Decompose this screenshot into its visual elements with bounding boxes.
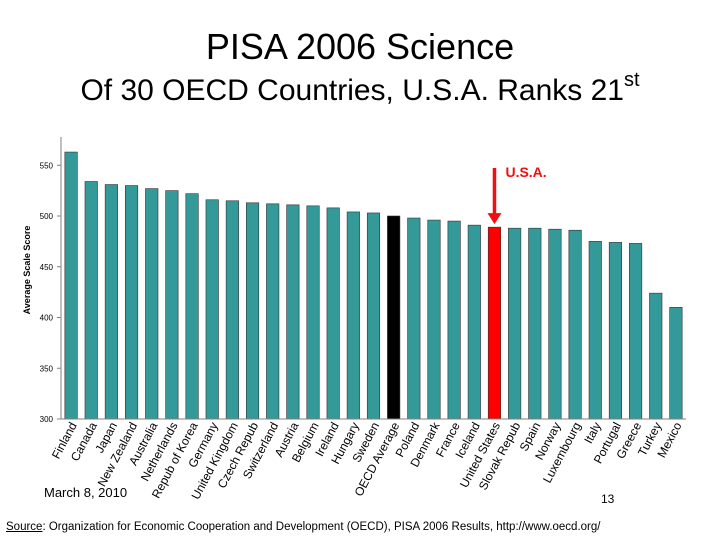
bar-hungary [346, 211, 360, 420]
source-label: Source [6, 521, 43, 533]
bar-united-kingdom [225, 200, 239, 420]
bar-netherlands [165, 190, 179, 420]
y-axis-ticks: 300 350 400 450 500 550 [40, 161, 61, 424]
slide-subtitle: Of 30 OECD Countries, U.S.A. Ranks 21st [0, 70, 720, 108]
source-text: : Organization for Economic Cooperation … [42, 521, 601, 533]
page-number: 13 [601, 492, 615, 506]
bar-luxembourg [568, 229, 582, 420]
bar-poland [407, 217, 421, 420]
bar-czech-repub [245, 202, 260, 420]
bar-oecd-average [387, 215, 401, 420]
bar-slovak-repub [508, 227, 522, 420]
bar-mexico [669, 307, 683, 420]
chart-bars [64, 151, 683, 420]
bar-austria [286, 204, 300, 420]
bar-sweden [366, 212, 381, 420]
y-tick-label: 350 [40, 364, 54, 373]
bar-norway [548, 228, 562, 420]
usa-annotation-label: U.S.A. [505, 164, 546, 180]
subtitle-superscript: st [623, 69, 640, 91]
y-tick-label: 500 [40, 212, 54, 221]
bar-germany [205, 199, 219, 420]
bar-australia [145, 188, 159, 420]
source-citation: Source: Organization for Economic Cooper… [6, 521, 600, 533]
bar-japan [104, 184, 118, 420]
bar-portugal [608, 242, 622, 420]
bar-switzerland [266, 203, 280, 420]
bar-italy [588, 241, 602, 420]
bar-greece [629, 243, 643, 420]
bar-denmark [427, 219, 441, 420]
bar-new-zealand [125, 185, 139, 420]
subtitle-text: Of 30 OECD Countries, U.S.A. Ranks 21 [80, 74, 624, 107]
bar-turkey [649, 292, 663, 420]
y-tick-label: 400 [40, 314, 54, 323]
chart-annotation: U.S.A. [487, 164, 547, 225]
bar-iceland [467, 224, 481, 420]
y-tick-label: 550 [40, 161, 54, 170]
bar-finland [64, 151, 78, 420]
bar-belgium [306, 205, 320, 420]
bar-ireland [326, 207, 340, 420]
y-tick-label: 300 [40, 415, 54, 424]
bar-canada [84, 181, 98, 420]
bar-france [447, 220, 461, 420]
bar-repub-of-korea [185, 193, 199, 420]
slide-date: March 8, 2010 [44, 485, 128, 500]
y-tick-label: 450 [40, 263, 54, 272]
arrow-head [487, 213, 502, 225]
slide-title: PISA 2006 Science [205, 26, 515, 67]
bar-spain [528, 227, 542, 420]
y-axis-title: Average Scale Score [22, 226, 32, 315]
bar-united-states [487, 226, 502, 420]
